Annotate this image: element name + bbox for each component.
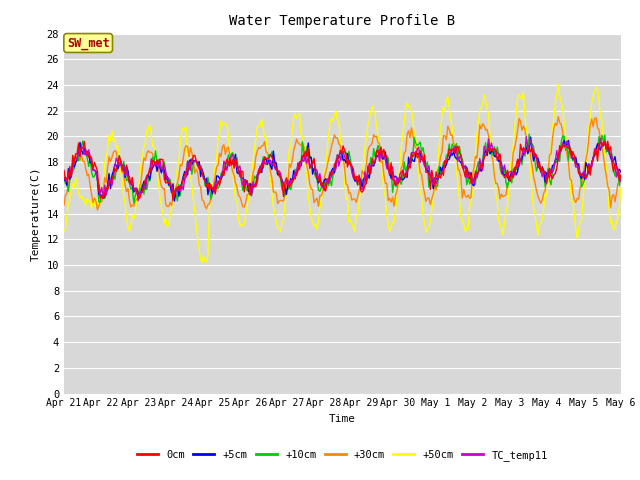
Text: SW_met: SW_met xyxy=(67,36,109,49)
Legend: 0cm, +5cm, +10cm, +30cm, +50cm, TC_temp11: 0cm, +5cm, +10cm, +30cm, +50cm, TC_temp1… xyxy=(133,445,552,465)
Title: Water Temperature Profile B: Water Temperature Profile B xyxy=(229,14,456,28)
X-axis label: Time: Time xyxy=(329,414,356,424)
Y-axis label: Temperature(C): Temperature(C) xyxy=(31,167,41,261)
